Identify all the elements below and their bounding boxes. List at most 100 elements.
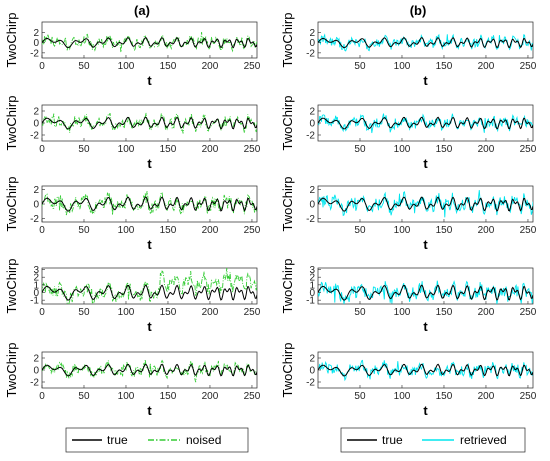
panel-b-5-ylabel: TwoChirp [280,343,295,398]
panel-b-3-frame [317,185,534,223]
panel-b-4-xtick-label-50: 50 [354,307,366,318]
panel-a-3-xtick-label-150: 150 [160,225,177,236]
panel-a-3-xtick-label-250: 250 [244,225,261,236]
panel-a-1-xlabel: t [147,73,152,88]
panel-b-4-ylabel: TwoChirp [280,259,295,314]
panel-a-2-xtick-label-0: 0 [39,144,45,155]
column-b-title: (b) [410,3,427,18]
panel-a-5-series-noised [42,359,257,383]
panel-a-1-series-noised [42,31,257,53]
panel-a-4-xtick-label-50: 50 [78,307,90,318]
panel-b-5-xtick-label-100: 100 [394,391,411,402]
panel-a-5-frame [41,351,258,389]
panel-b-5-xtick-label-50: 50 [354,391,366,402]
panel-b-5-frame [317,351,534,389]
panel-a-3-xtick-label-100: 100 [118,225,135,236]
panel-b-5-series-retrieved [318,359,533,382]
panel-a-4-ytick-label-3: 3 [33,265,39,276]
panel-b-5-xlabel: t [423,403,428,418]
panel-a-4-ylabel: TwoChirp [4,259,19,314]
panel-b-4-xtick-label-150: 150 [436,307,453,318]
panel-b-1-xtick-label-50: 50 [354,61,366,72]
panel-a-5-ytick-label--2: -2 [30,378,39,389]
panel-a-2-ytick-label-2: 2 [33,107,39,118]
panel-a-1-xtick-label-100: 100 [118,61,135,72]
panel-b-3-xtick-label-150: 150 [436,225,453,236]
panel-a-5-xtick-label-0: 0 [39,391,45,402]
panel-a-2-xtick-label-50: 50 [78,144,90,155]
panel-b-1-xtick-label-150: 150 [436,61,453,72]
panel-a-2-series-true [42,116,257,130]
panel-a-4-xtick-label-100: 100 [118,307,135,318]
panel-b-5-xtick-label-200: 200 [478,391,495,402]
panel-b-5: 50 100 150 200 250 -202 t TwoChirp [280,343,537,418]
panel-a-5-series-true [42,363,257,377]
panel-b-1: 50 100 150 200 250 -202 t TwoChirp [280,13,537,88]
panel-a-4-xlabel: t [147,319,152,334]
panel-b-4-series-retrieved [318,280,533,304]
panel-a-1-xtick-label-200: 200 [202,61,219,72]
panel-a-1-xtick-label-0: 0 [39,61,45,72]
panel-b-4-series-true [318,284,533,301]
panel-a-3-xtick-label-0: 0 [39,225,45,236]
panel-a-4-ytick-label-0: 0 [33,288,39,299]
panel-a-1-xtick-label-250: 250 [244,61,261,72]
panel-a-2-xtick-label-200: 200 [202,144,219,155]
panel-b-2-xtick-label-200: 200 [478,144,495,155]
panel-a-2-ytick-label-0: 0 [33,119,39,130]
panel-b-2-series-true [318,116,533,130]
legend-b-true-label: true [382,433,403,447]
panel-a-5-xtick-label-50: 50 [78,391,90,402]
panel-b-2: 50 100 150 200 250 -202 t TwoChirp [280,96,537,171]
legend-b: true retrieved [340,427,526,453]
panel-a-1-xtick-label-50: 50 [78,61,90,72]
panel-b-4-ytick-label-2: 2 [309,273,315,284]
panel-a-1-xtick-label-150: 150 [160,61,177,72]
panel-b-1-xtick-label-200: 200 [478,61,495,72]
panel-a-4-series-true [42,284,257,301]
panel-b-2-xtick-label-50: 50 [354,144,366,155]
panel-a-5-xtick-label-100: 100 [118,391,135,402]
panel-a-1-ytick-label-2: 2 [33,28,39,39]
panel-b-4-ytick-label-0: 0 [309,288,315,299]
panel-b-4-ytick-label-3: 3 [309,265,315,276]
panel-a-5-xlabel: t [147,403,152,418]
panel-b-3-xtick-label-100: 100 [394,225,411,236]
panel-a-3-xtick-label-50: 50 [78,225,90,236]
panel-a-2-ytick-label--2: -2 [30,131,39,142]
panel-a-5-ytick-label-0: 0 [33,366,39,377]
panel-b-2-frame [317,104,534,142]
panel-a-5-ytick-label-2: 2 [33,354,39,365]
panel-b-4-xlabel: t [423,319,428,334]
panel-a-1-ytick-label-0: 0 [33,38,39,49]
panel-b-4-xtick-label-250: 250 [520,307,537,318]
panel-a-2-xlabel: t [147,156,152,171]
panel-b-1-ytick-label-2: 2 [309,28,315,39]
panel-b-4-ytick-label--1: -1 [306,296,315,307]
panel-b-4-ytick-label-1: 1 [309,280,315,291]
panel-b-5-ytick-label-2: 2 [309,354,315,365]
panel-b-3-xtick-label-50: 50 [354,225,366,236]
panel-b-2-ytick-label--2: -2 [306,131,315,142]
panel-b-5-xtick-label-250: 250 [520,391,537,402]
panel-b-2-xtick-label-250: 250 [520,144,537,155]
panel-a-3-xtick-label-200: 200 [202,225,219,236]
legend-a-true-label: true [107,433,128,447]
panel-a-4-ytick-label-2: 2 [33,273,39,284]
panel-a-4-ytick-label--1: -1 [30,296,39,307]
panel-b-3-series-true [318,196,533,212]
panel-b-2-ylabel: TwoChirp [280,96,295,151]
legend-b-retrieved-label: retrieved [460,433,507,447]
panel-b-1-series-true [318,37,533,49]
panel-a-3-ytick-label--2: -2 [30,214,39,225]
panel-a-4-xtick-label-150: 150 [160,307,177,318]
panel-b-5-xtick-label-150: 150 [436,391,453,402]
panel-a-3-xlabel: t [147,237,152,252]
panel-b-2-ytick-label-2: 2 [309,107,315,118]
panel-a-5-xtick-label-200: 200 [202,391,219,402]
panel-a-2-series-noised [42,112,257,134]
